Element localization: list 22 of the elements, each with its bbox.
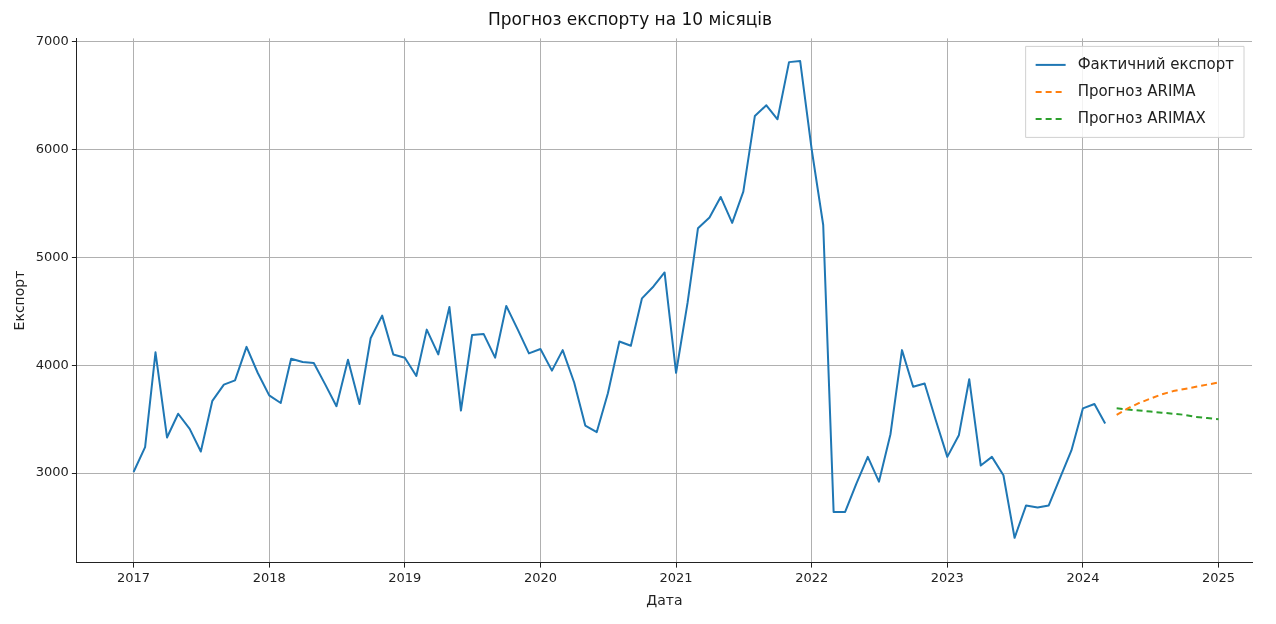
x-tick-label: 2021 <box>659 569 693 585</box>
y-axis-title: Експорт <box>11 270 28 331</box>
chart-title: Прогноз експорту на 10 місяців <box>487 8 773 29</box>
x-tick-label: 2025 <box>1202 569 1236 585</box>
x-tick-label: 2017 <box>117 569 151 585</box>
y-tick-label: 6000 <box>35 140 69 156</box>
line-series <box>1115 381 1220 416</box>
legend-label: Прогноз ARIMAX <box>1077 108 1206 127</box>
line-series <box>1115 407 1220 421</box>
x-tick-label: 2020 <box>523 569 557 585</box>
y-tick-label: 5000 <box>35 248 69 264</box>
y-tick-label: 3000 <box>35 464 69 480</box>
x-tick-label: 2024 <box>1066 569 1100 585</box>
legend-label: Прогноз ARIMA <box>1077 81 1197 100</box>
x-tick-label: 2023 <box>930 569 964 585</box>
y-tick-label: 7000 <box>35 33 69 49</box>
x-tick-label: 2019 <box>388 569 422 585</box>
y-tick-label: 4000 <box>35 356 69 372</box>
x-axis-title: Дата <box>646 592 683 609</box>
x-tick-label: 2022 <box>795 569 829 585</box>
x-tick-label: 2018 <box>252 569 286 585</box>
legend-label: Фактичний експорт <box>1077 54 1235 73</box>
